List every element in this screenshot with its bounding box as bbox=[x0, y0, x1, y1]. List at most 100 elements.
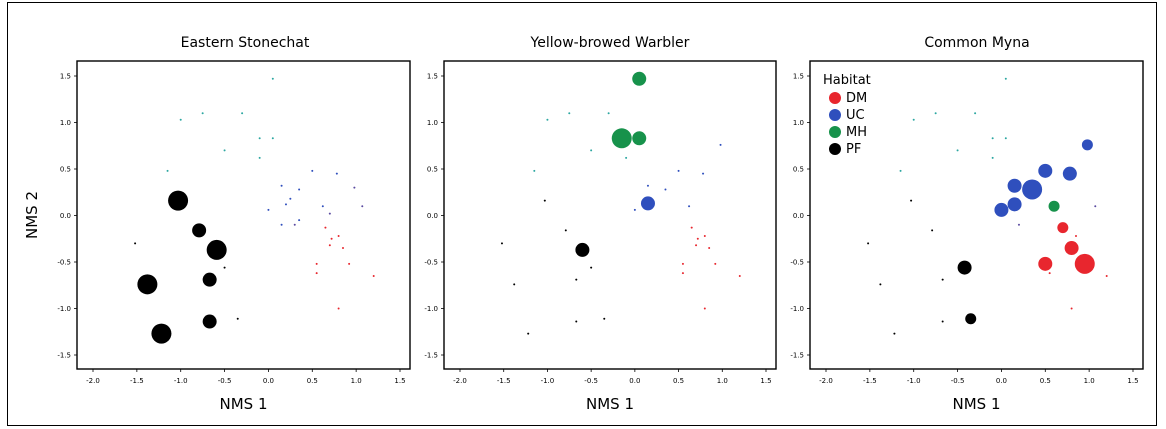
data-point bbox=[1105, 274, 1108, 277]
x-tick-label: 0.0 bbox=[629, 377, 640, 385]
data-point bbox=[166, 169, 169, 172]
data-point bbox=[335, 172, 338, 175]
data-point bbox=[134, 242, 137, 245]
x-axis-label: NMS 1 bbox=[220, 395, 268, 413]
data-point bbox=[315, 262, 318, 265]
legend-label-dm: DM bbox=[846, 91, 867, 106]
data-point bbox=[280, 223, 283, 226]
data-point bbox=[965, 313, 977, 325]
y-tick-label: 1.0 bbox=[427, 119, 438, 127]
data-point bbox=[241, 112, 244, 115]
data-point bbox=[192, 223, 207, 238]
x-tick-label: 0.5 bbox=[307, 377, 318, 385]
data-point bbox=[1048, 200, 1060, 212]
data-point bbox=[893, 332, 896, 335]
data-point bbox=[690, 226, 693, 229]
panel-title: Common Myna bbox=[924, 35, 1029, 51]
x-tick-label: -2.0 bbox=[819, 377, 833, 385]
data-point bbox=[267, 208, 270, 211]
x-tick-label: 1.5 bbox=[760, 377, 771, 385]
x-tick-label: -1.5 bbox=[130, 377, 144, 385]
x-tick-label: 1.0 bbox=[717, 377, 728, 385]
legend-marker-pf bbox=[829, 143, 841, 155]
y-tick-label: -1.5 bbox=[57, 352, 71, 360]
data-point bbox=[280, 184, 283, 187]
data-point bbox=[899, 169, 902, 172]
data-point bbox=[575, 320, 578, 323]
data-point bbox=[681, 272, 684, 275]
data-point bbox=[719, 143, 722, 146]
data-point bbox=[298, 188, 301, 191]
plot-area-border bbox=[76, 60, 411, 370]
legend-label-mh: MH bbox=[846, 125, 867, 140]
y-tick-label: 0.5 bbox=[60, 166, 71, 174]
x-tick-label: -2.0 bbox=[453, 377, 467, 385]
y-axis-label: NMS 2 bbox=[23, 191, 41, 239]
data-point bbox=[168, 190, 189, 211]
data-point bbox=[632, 131, 647, 146]
data-point bbox=[361, 205, 364, 208]
data-point bbox=[633, 208, 636, 211]
data-point bbox=[991, 137, 994, 140]
panel-title: Yellow-browed Warbler bbox=[530, 35, 690, 51]
data-point bbox=[677, 169, 680, 172]
data-point bbox=[681, 262, 684, 265]
data-point bbox=[1017, 223, 1020, 226]
data-point bbox=[910, 199, 913, 202]
data-point bbox=[696, 237, 699, 240]
y-tick-label: -1.0 bbox=[424, 305, 438, 313]
data-point bbox=[1094, 205, 1097, 208]
y-tick-label: -0.5 bbox=[790, 259, 804, 267]
x-tick-label: 0.5 bbox=[673, 377, 684, 385]
x-tick-label: -1.0 bbox=[907, 377, 921, 385]
y-tick-label: -1.5 bbox=[790, 352, 804, 360]
data-point bbox=[695, 244, 698, 247]
data-point bbox=[223, 149, 226, 152]
data-point bbox=[151, 323, 172, 344]
data-point bbox=[1074, 234, 1077, 237]
data-point bbox=[289, 197, 292, 200]
data-point bbox=[703, 307, 706, 310]
y-tick-label: 1.0 bbox=[60, 119, 71, 127]
y-tick-label: 1.5 bbox=[60, 73, 71, 81]
y-tick-label: -1.0 bbox=[57, 305, 71, 313]
data-point bbox=[202, 272, 217, 287]
data-point bbox=[330, 237, 333, 240]
data-point bbox=[202, 314, 217, 329]
y-tick-label: 0.0 bbox=[60, 212, 71, 220]
x-tick-label: 0.0 bbox=[263, 377, 274, 385]
x-tick-label: 1.0 bbox=[351, 377, 362, 385]
y-tick-label: -0.5 bbox=[57, 259, 71, 267]
data-point bbox=[640, 196, 655, 211]
x-tick-label: 1.5 bbox=[394, 377, 405, 385]
legend-marker-dm bbox=[829, 92, 841, 104]
y-tick-label: -1.0 bbox=[790, 305, 804, 313]
data-point bbox=[372, 274, 375, 277]
x-tick-label: -0.5 bbox=[584, 377, 598, 385]
legend-label-pf: PF bbox=[846, 142, 861, 157]
panel-3: Common Myna -2.0 -1.5 -1.0 -0.5 0.0 0.5 1.0 1.5 1… bbox=[790, 35, 1144, 413]
x-tick-label: 0.0 bbox=[996, 377, 1007, 385]
data-point bbox=[994, 202, 1009, 217]
plot-area-border bbox=[809, 60, 1144, 370]
data-point bbox=[590, 266, 593, 269]
data-point bbox=[293, 223, 296, 226]
panel-2: Yellow-browed Warbler -2.0 -1.5 -1.0 -0.5 0.0… bbox=[424, 35, 777, 413]
data-point bbox=[575, 242, 590, 257]
y-tick-label: 1.0 bbox=[793, 119, 804, 127]
data-point bbox=[611, 128, 632, 149]
data-point bbox=[315, 272, 318, 275]
data-point bbox=[702, 172, 705, 175]
data-point bbox=[337, 234, 340, 237]
x-tick-label: -0.5 bbox=[218, 377, 232, 385]
legend-marker-uc bbox=[829, 109, 841, 121]
x-axis-label: NMS 1 bbox=[586, 395, 634, 413]
figure-frame bbox=[7, 2, 1157, 426]
data-point bbox=[1074, 253, 1095, 274]
data-point bbox=[603, 317, 606, 320]
y-tick-label: -1.5 bbox=[424, 352, 438, 360]
data-point bbox=[179, 118, 182, 121]
legend-label-uc: UC bbox=[846, 108, 865, 123]
data-point bbox=[714, 262, 717, 265]
data-point bbox=[607, 112, 610, 115]
